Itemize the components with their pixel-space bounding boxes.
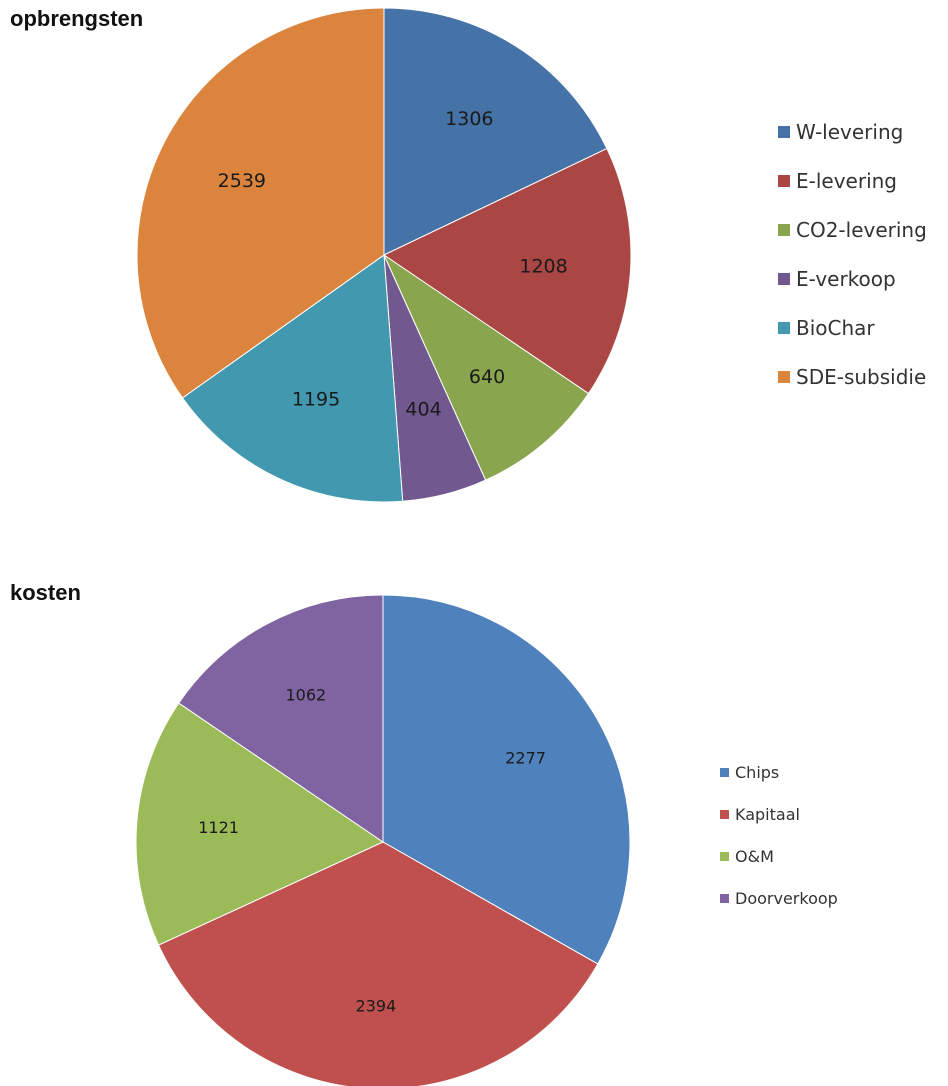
legend-swatch-sde-subsidie <box>778 370 790 383</box>
legend-swatch-kapitaal <box>720 810 729 819</box>
legend-swatch-co2-levering <box>778 223 790 236</box>
legend-swatch-chips <box>720 768 729 777</box>
pie-slice-e-levering <box>382 147 632 395</box>
chart-title-kosten: kosten <box>10 580 81 605</box>
pie-slice-w-levering <box>383 7 608 256</box>
legend-item-doorverkoop: Doorverkoop <box>720 888 838 908</box>
legend-label-sde-subsidie: SDE-subsidie <box>796 364 927 389</box>
data-label-e-verkoop: 404 <box>405 399 441 421</box>
legend-label-doorverkoop: Doorverkoop <box>735 889 838 908</box>
legend-label-e-levering: E-levering <box>796 168 898 193</box>
legend-label-chips: Chips <box>735 763 780 782</box>
legend-label-w-levering: W-levering <box>796 119 904 144</box>
data-label-co2-levering: 640 <box>469 366 505 388</box>
data-label-biochar: 1195 <box>292 388 340 410</box>
legend-item-chips: Chips <box>720 762 779 782</box>
data-label-w-levering: 1306 <box>445 108 493 130</box>
legend-item-sde-subsidie: SDE-subsidie <box>778 363 926 389</box>
legend-swatch-biochar <box>778 321 790 334</box>
pie-slice-doorverkoop <box>178 594 384 843</box>
legend-label-o-m: O&M <box>735 847 774 866</box>
legend-label-e-verkoop: E-verkoop <box>796 266 896 291</box>
legend-label-kapitaal: Kapitaal <box>735 805 800 824</box>
legend-item-e-verkoop: E-verkoop <box>778 265 896 291</box>
pie-slice-co2-levering <box>382 253 590 481</box>
data-label-doorverkoop: 1062 <box>285 686 326 705</box>
data-label-chips: 2277 <box>505 748 546 767</box>
legend-swatch-doorverkoop <box>720 894 729 903</box>
chart-title-opbrengsten: opbrengsten <box>10 6 144 31</box>
legend-label-co2-levering: CO2-levering <box>796 217 927 242</box>
pie-slice-kapitaal <box>157 841 599 1086</box>
pie-slice-sde-subsidie <box>136 7 385 399</box>
pie-chart-opbrengsten: 1306 1208 640 404 1195 2539 <box>136 7 632 503</box>
legend-item-e-levering: E-levering <box>778 167 897 193</box>
legend-label-biochar: BioChar <box>796 315 875 340</box>
pie-slice-biochar <box>181 254 404 503</box>
legend-item-kapitaal: Kapitaal <box>720 804 800 824</box>
legend-item-biochar: BioChar <box>778 314 875 340</box>
data-label-sde-subsidie: 2539 <box>218 170 266 192</box>
data-label-o-m: 1121 <box>198 818 239 837</box>
legend-item-w-levering: W-levering <box>778 118 903 144</box>
legend-item-o-m: O&M <box>720 846 774 866</box>
data-label-kapitaal: 2394 <box>356 996 397 1015</box>
data-label-e-levering: 1208 <box>519 255 567 277</box>
pie-slice-o-m <box>135 702 385 946</box>
pie-chart-kosten: 2277 2394 1121 1062 <box>135 594 631 1086</box>
legend-item-co2-levering: CO2-levering <box>778 216 927 242</box>
legend-swatch-o-m <box>720 852 729 861</box>
legend-swatch-e-verkoop <box>778 272 790 285</box>
legend-swatch-e-levering <box>778 174 790 187</box>
pie-slice-chips <box>382 594 631 965</box>
legend-swatch-w-levering <box>778 125 790 138</box>
